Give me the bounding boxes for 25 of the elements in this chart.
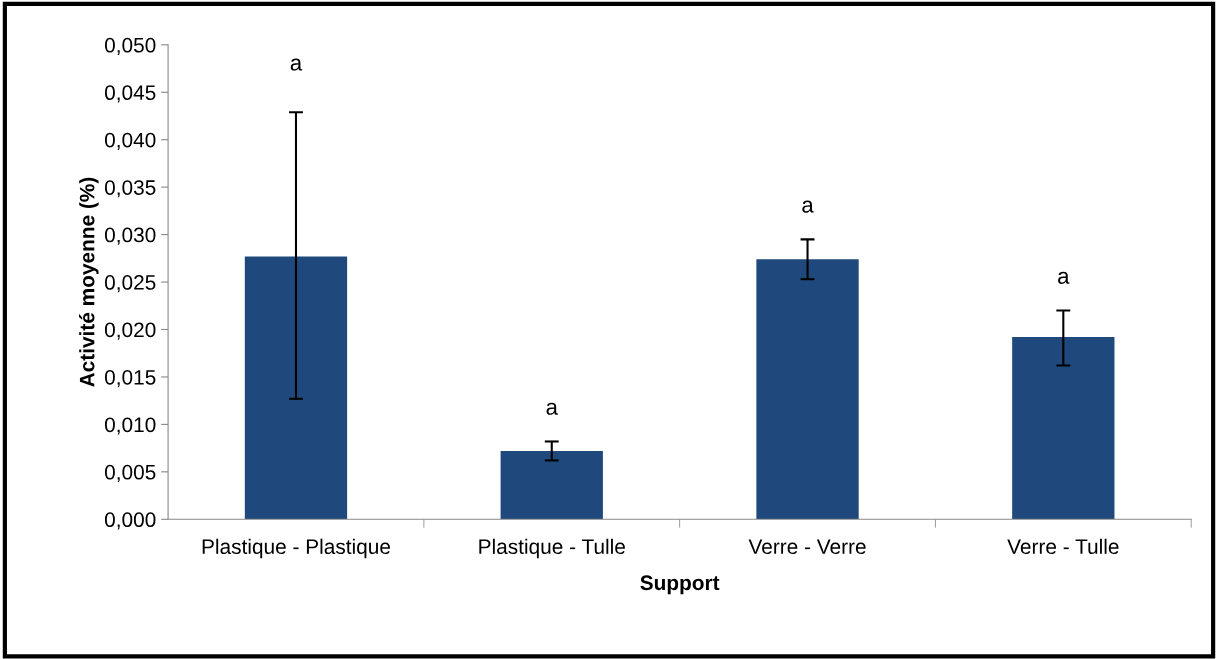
y-tick-label: 0,040 <box>104 132 156 150</box>
annotation: a <box>290 58 303 71</box>
y-tick-label: 0,000 <box>104 512 156 530</box>
annotation: a <box>546 402 558 415</box>
annotation: a <box>1058 271 1070 284</box>
y-tick-label: 0,025 <box>104 275 156 293</box>
x-axis-title: Support <box>640 575 720 595</box>
bar <box>500 450 603 520</box>
bar <box>1012 337 1115 520</box>
x-tick-label: Verre - Verre <box>748 539 866 555</box>
y-tick-label: 0,020 <box>104 322 156 340</box>
y-tick-label: 0,035 <box>104 180 156 198</box>
y-tick-label: 0,015 <box>104 369 156 388</box>
y-tick-label: 0,010 <box>104 417 156 435</box>
bar <box>244 256 348 520</box>
y-tick-label: 0,050 <box>104 37 156 56</box>
y-tick-label: 0,005 <box>104 464 156 483</box>
x-tick-label: Verre - Tulle <box>1007 538 1119 555</box>
x-tick-label: Plastique - Plastique <box>202 538 391 559</box>
x-tick-label: Plastique - Tulle <box>479 538 625 559</box>
bar <box>756 259 859 520</box>
y-tick-label: 0,045 <box>104 85 156 103</box>
y-tick-label: 0,030 <box>104 227 156 245</box>
y-axis-title: Activité moyenne (%) <box>78 177 99 387</box>
annotation: a <box>802 200 814 213</box>
